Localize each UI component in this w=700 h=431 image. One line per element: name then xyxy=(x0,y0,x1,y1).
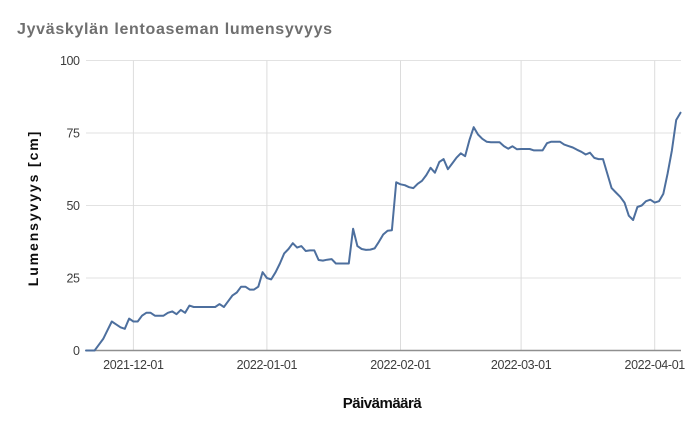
svg-text:2021-12-01: 2021-12-01 xyxy=(103,358,164,372)
svg-text:75: 75 xyxy=(66,126,80,140)
svg-text:Jyväskylän lentoaseman lumensy: Jyväskylän lentoaseman lumensyvyys xyxy=(17,21,333,38)
svg-text:Päivämäärä: Päivämäärä xyxy=(343,395,423,412)
svg-text:0: 0 xyxy=(73,344,80,358)
svg-text:2022-04-01: 2022-04-01 xyxy=(624,358,685,372)
svg-text:2022-03-01: 2022-03-01 xyxy=(491,358,552,372)
svg-text:2022-02-01: 2022-02-01 xyxy=(370,358,431,372)
svg-text:Lumensyvyys [cm]: Lumensyvyys [cm] xyxy=(25,130,41,286)
svg-text:2022-01-01: 2022-01-01 xyxy=(237,358,298,372)
svg-text:25: 25 xyxy=(66,271,80,285)
svg-text:100: 100 xyxy=(60,54,80,68)
svg-text:50: 50 xyxy=(66,199,80,213)
